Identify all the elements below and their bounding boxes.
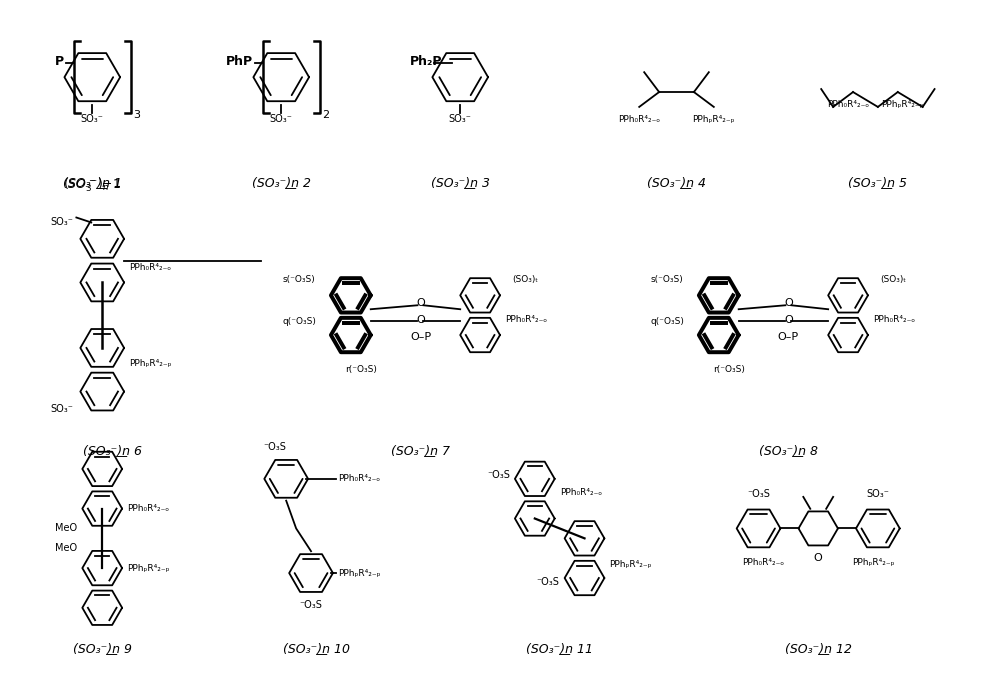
Text: (SO₃⁻)͟n 12: (SO₃⁻)͟n 12 (785, 642, 852, 655)
Text: PPhₚR⁴₂₋ₚ: PPhₚR⁴₂₋ₚ (127, 563, 170, 573)
Text: ⁻O₃S: ⁻O₃S (747, 489, 770, 499)
Text: s(⁻O₃S): s(⁻O₃S) (283, 275, 315, 284)
Text: ⁻O₃S: ⁻O₃S (537, 577, 560, 587)
Text: (SO₃⁻)͟n 11: (SO₃⁻)͟n 11 (526, 642, 593, 655)
Text: (SO₃⁻)͟n 2: (SO₃⁻)͟n 2 (252, 176, 311, 190)
Text: SO₃⁻: SO₃⁻ (270, 114, 293, 124)
Text: O: O (416, 315, 425, 325)
Text: (SO₃⁻)͟n 10: (SO₃⁻)͟n 10 (283, 642, 350, 655)
Text: SO₃⁻: SO₃⁻ (51, 404, 73, 414)
Text: PPh₀R⁴₂₋ₒ: PPh₀R⁴₂₋ₒ (742, 558, 785, 567)
Text: O: O (416, 299, 425, 308)
Text: q(⁻O₃S): q(⁻O₃S) (650, 317, 684, 326)
Text: PPhₚR⁴₂₋ₚ: PPhₚR⁴₂₋ₚ (609, 560, 652, 569)
Text: (SO₃⁻)͟n 1: (SO₃⁻)͟n 1 (63, 176, 122, 190)
Text: PPhₚR⁴₂₋ₚ: PPhₚR⁴₂₋ₚ (882, 100, 924, 109)
Text: PPh₀R⁴₂₋ₒ: PPh₀R⁴₂₋ₒ (873, 315, 915, 324)
Text: O: O (784, 315, 793, 325)
Text: (SO₃)ₜ: (SO₃)ₜ (880, 275, 906, 284)
Text: MeO: MeO (55, 543, 77, 553)
Text: SO₃⁻: SO₃⁻ (449, 114, 472, 124)
Text: r(⁻O₃S): r(⁻O₃S) (713, 366, 745, 374)
Text: s(⁻O₃S): s(⁻O₃S) (651, 275, 683, 284)
Text: PPh₀R⁴₂₋ₒ: PPh₀R⁴₂₋ₒ (560, 488, 602, 497)
Text: ⁻O₃S: ⁻O₃S (300, 600, 322, 610)
Text: PPh₀R⁴₂₋ₒ: PPh₀R⁴₂₋ₒ (129, 263, 171, 271)
Text: (SO₃⁻)͟n 6: (SO₃⁻)͟n 6 (83, 444, 142, 457)
Text: (SO₃⁻)͟n 9: (SO₃⁻)͟n 9 (73, 642, 132, 655)
Text: PPhₚR⁴₂₋ₚ: PPhₚR⁴₂₋ₚ (338, 569, 380, 577)
Text: O–P: O–P (778, 332, 799, 342)
Text: P: P (55, 55, 64, 68)
Text: (SO₃⁻)͟n 4: (SO₃⁻)͟n 4 (647, 176, 706, 190)
Text: 3: 3 (133, 110, 140, 120)
Text: PPhₚR⁴₂₋ₚ: PPhₚR⁴₂₋ₚ (693, 115, 735, 124)
Text: q(⁻O₃S): q(⁻O₃S) (282, 317, 316, 326)
Text: PhP: PhP (226, 55, 253, 68)
Text: PPh₀R⁴₂₋ₒ: PPh₀R⁴₂₋ₒ (505, 315, 547, 324)
Text: PPhₚR⁴₂₋ₚ: PPhₚR⁴₂₋ₚ (129, 359, 172, 368)
Text: PPh₀R⁴₂₋ₒ: PPh₀R⁴₂₋ₒ (127, 504, 169, 513)
Text: (SO₃)ₜ: (SO₃)ₜ (512, 275, 538, 284)
Text: (SO₃⁻)͟n 7: (SO₃⁻)͟n 7 (391, 444, 450, 457)
Text: Ph₂P: Ph₂P (410, 55, 442, 68)
Text: PPhₚR⁴₂₋ₚ: PPhₚR⁴₂₋ₚ (852, 558, 894, 567)
Text: MeO: MeO (55, 523, 77, 533)
Text: 2: 2 (322, 110, 329, 120)
Text: SO₃⁻: SO₃⁻ (81, 114, 104, 124)
Text: O: O (814, 553, 823, 563)
Text: O: O (784, 299, 793, 308)
Text: r(⁻O₃S): r(⁻O₃S) (345, 366, 377, 374)
Text: (SO₃⁻)͟n 3: (SO₃⁻)͟n 3 (431, 176, 490, 190)
Text: PPh₀R⁴₂₋ₒ: PPh₀R⁴₂₋ₒ (827, 100, 869, 109)
Text: PPh₀R⁴₂₋ₒ: PPh₀R⁴₂₋ₒ (618, 115, 660, 124)
Text: ⁻O₃S: ⁻O₃S (487, 470, 510, 480)
Text: (SO₃⁻)͟n 8: (SO₃⁻)͟n 8 (759, 444, 818, 457)
Text: (SO₃⁻)͟n 5: (SO₃⁻)͟n 5 (848, 176, 907, 190)
Text: SO₃⁻: SO₃⁻ (866, 489, 889, 499)
Text: O–P: O–P (410, 332, 431, 342)
Text: ⁻O₃S: ⁻O₃S (264, 442, 287, 452)
Text: SO₃⁻: SO₃⁻ (51, 217, 73, 227)
Text: $(SO_3^-)_{\overline{n}}$ 1: $(SO_3^-)_{\overline{n}}$ 1 (63, 176, 121, 194)
Text: PPh₀R⁴₂₋ₒ: PPh₀R⁴₂₋ₒ (338, 475, 380, 483)
